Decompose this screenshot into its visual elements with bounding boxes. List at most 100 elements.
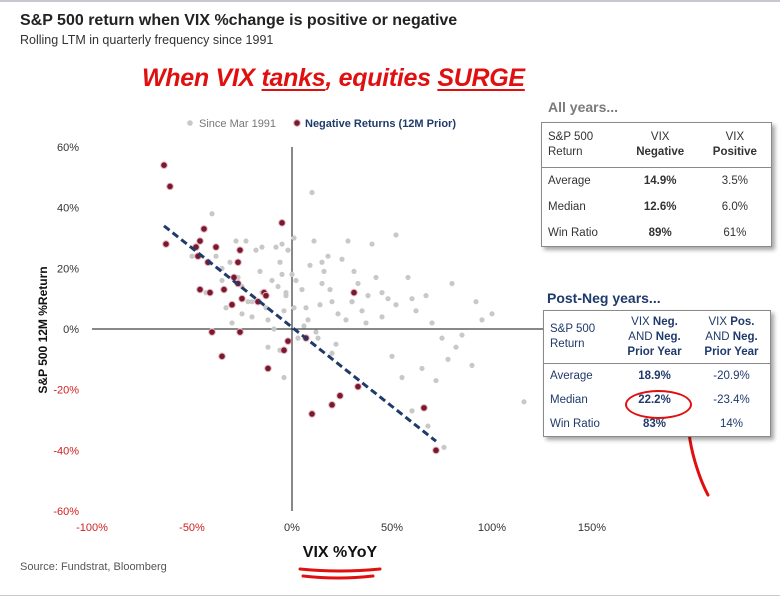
- point-since-1991: [425, 423, 431, 429]
- cell-value-text: 89%: [648, 227, 672, 239]
- point-since-1991: [295, 335, 301, 341]
- bottom-rule: [0, 595, 780, 596]
- header-text: Positive: [712, 146, 757, 158]
- header-text: VIX: [708, 315, 727, 328]
- point-negative-prior: [354, 382, 362, 391]
- point-since-1991: [489, 311, 495, 317]
- point-since-1991: [229, 320, 235, 326]
- y-tick-label: 20%: [57, 263, 79, 275]
- point-since-1991: [521, 399, 527, 405]
- table-row: Average 14.9% 3.5%: [542, 168, 772, 195]
- median-highlight-circle: [625, 390, 692, 419]
- cell-value: 6.0%: [721, 201, 748, 213]
- point-since-1991: [283, 290, 289, 296]
- point-since-1991: [315, 335, 321, 341]
- x-tick-label: -100%: [76, 522, 108, 534]
- cell-value: -20.9%: [713, 370, 750, 382]
- header-cell: S&P 500 Return: [541, 122, 622, 168]
- point-since-1991: [405, 274, 411, 281]
- point-since-1991: [445, 356, 451, 362]
- header-text: AND: [628, 330, 653, 343]
- point-since-1991: [351, 268, 357, 274]
- cell-value: 12.6%: [622, 194, 699, 220]
- point-since-1991: [289, 271, 295, 277]
- point-since-1991: [285, 247, 291, 253]
- table-row: Average 18.9% -20.9%: [544, 364, 771, 389]
- point-negative-prior: [328, 401, 336, 409]
- point-since-1991: [249, 299, 255, 305]
- point-since-1991: [413, 308, 419, 314]
- all-years-table: S&P 500 Return VIX Negative VIX Positive Av…: [541, 122, 772, 247]
- point-since-1991: [239, 311, 245, 317]
- header-cell: VIX Negative: [621, 122, 699, 168]
- header-text: Return: [550, 338, 585, 350]
- header-text: Pos.: [730, 315, 755, 328]
- point-negative-prior: [200, 225, 208, 233]
- point-since-1991: [329, 350, 335, 356]
- point-since-1991: [227, 259, 233, 265]
- point-since-1991: [365, 293, 371, 299]
- point-since-1991: [335, 311, 341, 317]
- row-label: Win Ratio: [548, 227, 598, 239]
- point-negative-prior: [264, 364, 272, 373]
- table-row: Median 12.6% 6.0%: [542, 194, 772, 220]
- point-since-1991: [305, 317, 311, 323]
- x-axis-label: VIX %YoY: [303, 544, 378, 561]
- point-since-1991: [363, 320, 369, 326]
- point-since-1991: [265, 344, 271, 350]
- y-tick-label: 60%: [57, 142, 79, 154]
- point-since-1991: [329, 299, 335, 305]
- point-negative-prior: [218, 352, 226, 361]
- cell-value-text: 18.9%: [638, 370, 671, 382]
- point-since-1991: [409, 408, 415, 414]
- header-text: Return: [548, 146, 583, 158]
- point-since-1991: [379, 290, 385, 296]
- table-header-row: S&P 500 Return VIX Negative VIX Positive: [541, 122, 772, 168]
- point-negative-prior: [420, 404, 428, 412]
- row-label: Average: [548, 175, 591, 187]
- post-neg-title: Post-Neg years...: [547, 290, 661, 306]
- legend-marker-gray: [187, 120, 193, 126]
- header-cell: VIX Neg. AND Neg. Prior Year: [616, 310, 693, 364]
- point-since-1991: [479, 317, 485, 323]
- cell-value: 14.9%: [622, 168, 699, 195]
- point-negative-prior: [432, 446, 440, 455]
- x-tick-label: 100%: [478, 522, 506, 534]
- point-since-1991: [233, 238, 239, 244]
- source-note: Source: Fundstrat, Bloomberg: [20, 561, 167, 573]
- headline-part: , equities: [325, 64, 438, 92]
- point-since-1991: [271, 326, 277, 332]
- point-since-1991: [349, 299, 355, 305]
- point-negative-prior: [160, 161, 168, 169]
- point-negative-prior: [196, 237, 204, 245]
- point-since-1991: [441, 444, 447, 450]
- point-since-1991: [281, 374, 287, 381]
- point-since-1991: [459, 332, 465, 338]
- cell-value: 89%: [622, 220, 699, 247]
- point-since-1991: [333, 341, 339, 347]
- chart-title: S&P 500 return when VIX %change is posit…: [20, 12, 458, 29]
- row-label: Win Ratio: [550, 418, 600, 430]
- point-since-1991: [273, 244, 279, 250]
- trendline-layer: [163, 224, 437, 443]
- header-text: Neg.: [655, 330, 681, 343]
- point-negative-prior: [278, 219, 286, 227]
- point-negative-prior: [166, 182, 174, 191]
- point-since-1991: [279, 241, 285, 247]
- point-negative-prior: [350, 288, 358, 297]
- point-since-1991: [279, 271, 285, 277]
- point-since-1991: [209, 211, 215, 217]
- point-since-1991: [253, 247, 259, 253]
- cell-value-text: 12.6%: [643, 201, 677, 213]
- point-since-1991: [453, 344, 459, 350]
- point-since-1991: [243, 238, 249, 244]
- point-negative-prior: [228, 300, 236, 309]
- point-since-1991: [313, 329, 319, 335]
- point-since-1991: [307, 262, 313, 268]
- point-since-1991: [259, 244, 265, 250]
- point-since-1991: [327, 286, 333, 293]
- point-since-1991: [369, 241, 375, 247]
- point-since-1991: [223, 305, 229, 311]
- y-tick-label: 40%: [57, 203, 79, 215]
- point-since-1991: [301, 323, 307, 329]
